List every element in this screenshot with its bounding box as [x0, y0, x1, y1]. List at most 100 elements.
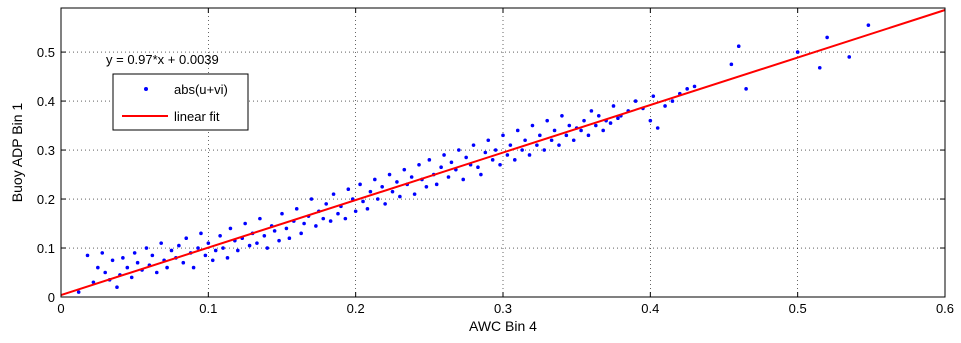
data-point: [103, 270, 107, 275]
data-point: [417, 162, 421, 167]
data-point: [76, 290, 81, 294]
data-point: [512, 158, 517, 162]
data-point: [210, 258, 215, 263]
data-point: [648, 118, 653, 123]
x-tick-label: 0.2: [347, 301, 365, 316]
data-point: [530, 123, 535, 128]
x-tick-label: 0.1: [199, 301, 217, 316]
data-point: [284, 226, 289, 231]
data-point: [221, 246, 225, 250]
data-point: [493, 148, 498, 152]
data-point: [538, 133, 542, 138]
data-point: [181, 260, 186, 265]
data-point: [567, 123, 572, 128]
data-point: [144, 246, 149, 250]
data-point: [154, 270, 159, 275]
data-point: [560, 113, 564, 118]
data-point: [321, 216, 326, 221]
data-point: [402, 167, 407, 172]
data-point: [633, 99, 638, 103]
data-point: [375, 197, 380, 201]
data-point: [670, 99, 675, 103]
data-point: [535, 143, 539, 147]
legend-label-scatter: abs(u+vi): [174, 82, 228, 97]
y-tick-label: 0.3: [37, 143, 55, 158]
data-point: [265, 246, 270, 250]
data-point: [596, 113, 601, 118]
fit-equation-annotation: y = 0.97*x + 0.0039: [106, 52, 219, 67]
data-point: [825, 35, 829, 40]
data-point: [358, 182, 362, 187]
legend: abs(u+vi) linear fit: [112, 73, 249, 131]
data-point: [663, 104, 667, 108]
data-point: [464, 155, 468, 160]
data-point: [439, 165, 443, 169]
data-point: [85, 253, 90, 258]
data-point: [685, 87, 689, 91]
x-tick-label: 0.5: [789, 301, 807, 316]
data-point: [328, 219, 333, 223]
data-point: [476, 165, 480, 169]
data-point: [601, 128, 605, 133]
data-point: [294, 207, 299, 211]
fit-line: [60, 9, 946, 297]
data-point: [390, 189, 395, 194]
data-point: [729, 62, 734, 67]
data-point: [287, 236, 292, 241]
data-point: [655, 126, 660, 130]
data-point: [368, 189, 373, 194]
data-point: [336, 211, 340, 216]
data-point: [461, 177, 466, 182]
data-point: [177, 243, 181, 248]
data-point: [515, 128, 520, 133]
data-point: [817, 65, 822, 70]
data-point: [398, 194, 402, 199]
data-point: [427, 158, 432, 162]
data-point: [255, 241, 259, 245]
data-point: [571, 138, 576, 143]
data-point: [483, 150, 488, 155]
data-point: [490, 158, 495, 162]
y-tick-label: 0.4: [37, 94, 55, 109]
data-point: [549, 138, 554, 143]
data-point: [353, 209, 358, 214]
data-point: [91, 280, 96, 285]
data-point: [243, 221, 247, 226]
axis-ticks: 0 0.1 0.2 0.3 0.4 0.5 0.6 0 0.1 0.2 0.3 0.4 0.5: [37, 8, 954, 316]
data-point: [361, 199, 365, 204]
data-point: [169, 248, 174, 253]
y-tick-label: 0.1: [37, 241, 55, 256]
data-point: [309, 197, 314, 201]
data-point: [262, 233, 267, 238]
data-point: [523, 138, 527, 143]
data-point: [501, 133, 505, 138]
data-point: [498, 162, 502, 167]
data-point: [228, 226, 233, 231]
y-tick-label: 0.5: [37, 45, 55, 60]
data-point: [508, 143, 513, 147]
data-point: [236, 248, 240, 253]
data-point: [346, 187, 351, 192]
data-point: [100, 251, 105, 255]
y-tick-label: 0.2: [37, 192, 55, 207]
data-point: [527, 153, 532, 157]
data-point: [557, 143, 561, 147]
data-point: [589, 109, 594, 113]
data-point: [115, 285, 119, 290]
data-point: [277, 238, 281, 243]
data-point: [129, 275, 134, 280]
data-point: [608, 121, 613, 125]
data-point: [331, 192, 336, 196]
data-point: [96, 265, 100, 270]
data-point: [324, 202, 329, 206]
x-axis-label: AWC Bin 4: [469, 318, 537, 334]
data-point: [457, 148, 461, 152]
data-point: [651, 94, 656, 98]
data-point: [132, 251, 137, 255]
data-point: [586, 133, 591, 138]
y-tick-label: 0: [48, 290, 55, 305]
data-point: [736, 44, 741, 49]
data-point: [343, 216, 348, 221]
y-axis-label: Buoy ADP Bin 1: [9, 103, 25, 203]
fit-line-layer: [60, 9, 946, 297]
